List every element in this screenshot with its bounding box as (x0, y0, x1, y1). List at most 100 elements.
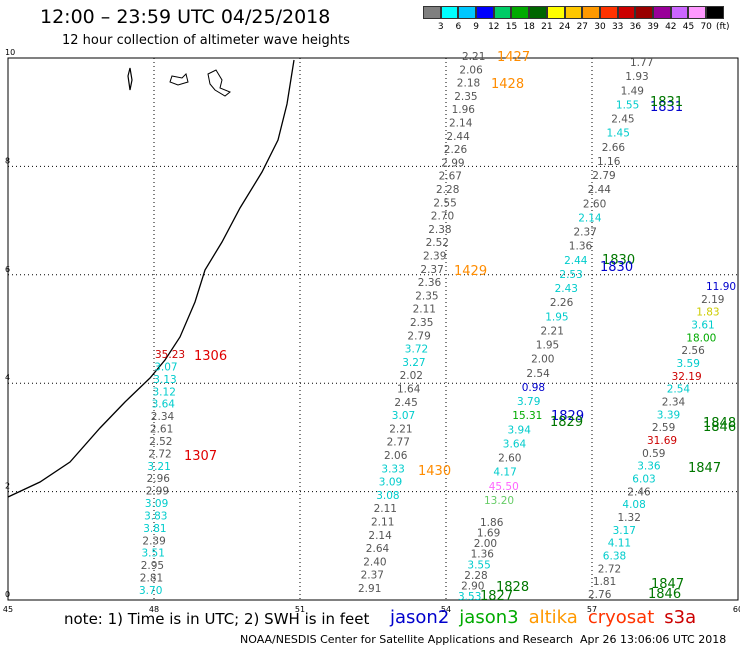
swh-value: 3.51 (142, 548, 165, 560)
swh-value: 4.17 (493, 467, 516, 479)
swh-value: 3.17 (613, 525, 636, 537)
swh-value: 2.37 (574, 227, 597, 239)
swh-value: 2.06 (384, 450, 408, 462)
swh-value: 2.40 (363, 556, 386, 568)
colorbar-label: 24 (558, 22, 571, 32)
swh-value: 2.35 (454, 91, 477, 103)
swh-value: 2.91 (358, 583, 381, 595)
swh-value: 1.32 (618, 512, 641, 524)
pass-label: 1831 (650, 95, 683, 110)
swh-value: 3.21 (147, 461, 170, 473)
gridlines (8, 58, 738, 600)
swh-value: 3.72 (405, 344, 428, 356)
swh-value: 2.61 (150, 424, 173, 436)
swh-value: 4.11 (608, 538, 631, 550)
colorbar-label: 27 (576, 22, 589, 32)
swh-value: 0.59 (642, 448, 665, 460)
swh-value: 2.45 (394, 397, 417, 409)
swh-value: 2.95 (141, 560, 164, 572)
swh-value: 2.46 (627, 486, 651, 498)
legend-jason2: jason2 (390, 607, 450, 628)
colorbar-swatch (458, 6, 477, 19)
swh-value: 2.14 (578, 212, 602, 224)
colorbar-swatch (440, 6, 459, 19)
swh-value: 2.11 (371, 517, 394, 529)
swh-value: 1.64 (397, 384, 421, 396)
swh-value: 1.69 (477, 528, 500, 540)
swh-value: 2.39 (423, 251, 446, 263)
pass-label: 1427 (497, 50, 530, 65)
colorbar-label: 30 (594, 22, 606, 32)
swh-value: 2.76 (588, 589, 612, 601)
swh-value: 1.96 (452, 104, 476, 116)
pass-label: 1847 (688, 461, 721, 476)
swh-value: 2.99 (146, 486, 169, 498)
swh-value: 2.67 (439, 171, 462, 183)
swh-value: 1.36 (569, 241, 593, 253)
swh-value: 1.81 (593, 576, 616, 588)
swh-value: 2.18 (457, 78, 480, 90)
pass-label: 1846 (703, 420, 736, 435)
swh-value: 2.77 (387, 437, 410, 449)
colorbar-swatch (564, 6, 583, 19)
swh-value: 1.95 (536, 340, 559, 352)
colorbar-swatch (511, 6, 530, 19)
swh-value: 3.94 (508, 424, 532, 436)
y-tick-label: 0 (5, 590, 10, 599)
pass-label: 1827 (480, 589, 513, 604)
pass-label: 1828 (496, 580, 529, 595)
swh-value: 2.14 (368, 530, 392, 542)
swh-value: 2.38 (428, 224, 451, 236)
swh-value: 3.36 (637, 461, 661, 473)
swh-value: 2.79 (407, 330, 430, 342)
swh-value: 1.83 (696, 307, 719, 319)
swh-value: 2.35 (410, 317, 433, 329)
legend-cryosat: cryosat (587, 607, 655, 628)
swh-value: 2.37 (420, 264, 443, 276)
swh-value: 2.72 (148, 448, 171, 460)
swh-value: 3.12 (153, 386, 176, 398)
pass-label: 1306 (194, 349, 227, 364)
swh-value: 2.60 (583, 198, 606, 210)
swh-value: 2.34 (151, 411, 175, 423)
coastline (7, 59, 295, 498)
swh-value: 2.81 (140, 573, 163, 585)
colorbar-label: 45 (682, 22, 695, 32)
swh-value: 2.59 (652, 422, 675, 434)
wave-height-colorbar (423, 6, 724, 19)
swh-value: 2.39 (142, 535, 165, 547)
swh-value: 2.79 (592, 170, 615, 182)
pass-label: 1428 (491, 77, 524, 92)
credit-text: NOAA/NESDIS Center for Satellite Applica… (240, 633, 574, 646)
swh-value: 1.49 (621, 85, 644, 97)
swh-value: 2.52 (149, 436, 172, 448)
pass-label: 1848 (703, 416, 736, 431)
swh-value: 2.37 (361, 570, 384, 582)
swh-value: 2.54 (667, 384, 691, 396)
swh-value: 2.54 (526, 368, 550, 380)
colorbar-swatch (423, 6, 441, 19)
note-text: note: 1) Time is in UTC; 2) SWH is in fe… (64, 610, 370, 628)
swh-value: 15.31 (512, 410, 542, 422)
colorbar-swatch (652, 6, 671, 19)
pass-label: 1430 (418, 464, 451, 479)
swh-value: 1.77 (630, 57, 653, 69)
pass-label: 1307 (184, 449, 217, 464)
swh-value: 2.00 (531, 354, 554, 366)
swh-value: 3.64 (503, 439, 527, 451)
swh-value: 2.26 (550, 297, 574, 309)
swh-value: 13.20 (484, 495, 514, 507)
swh-value: 2.02 (400, 370, 423, 382)
swh-value: 2.36 (418, 277, 442, 289)
swh-value: 3.09 (145, 498, 168, 510)
swh-value: 3.09 (379, 477, 402, 489)
colorbar-swatch (529, 6, 547, 19)
swh-value: 2.21 (462, 51, 485, 63)
x-tick-label: 48 (149, 605, 159, 614)
colorbar-label: 9 (473, 22, 479, 32)
legend-altika: altika (528, 607, 578, 628)
swh-value: 2.21 (541, 326, 564, 338)
colorbar-swatch (546, 6, 565, 19)
